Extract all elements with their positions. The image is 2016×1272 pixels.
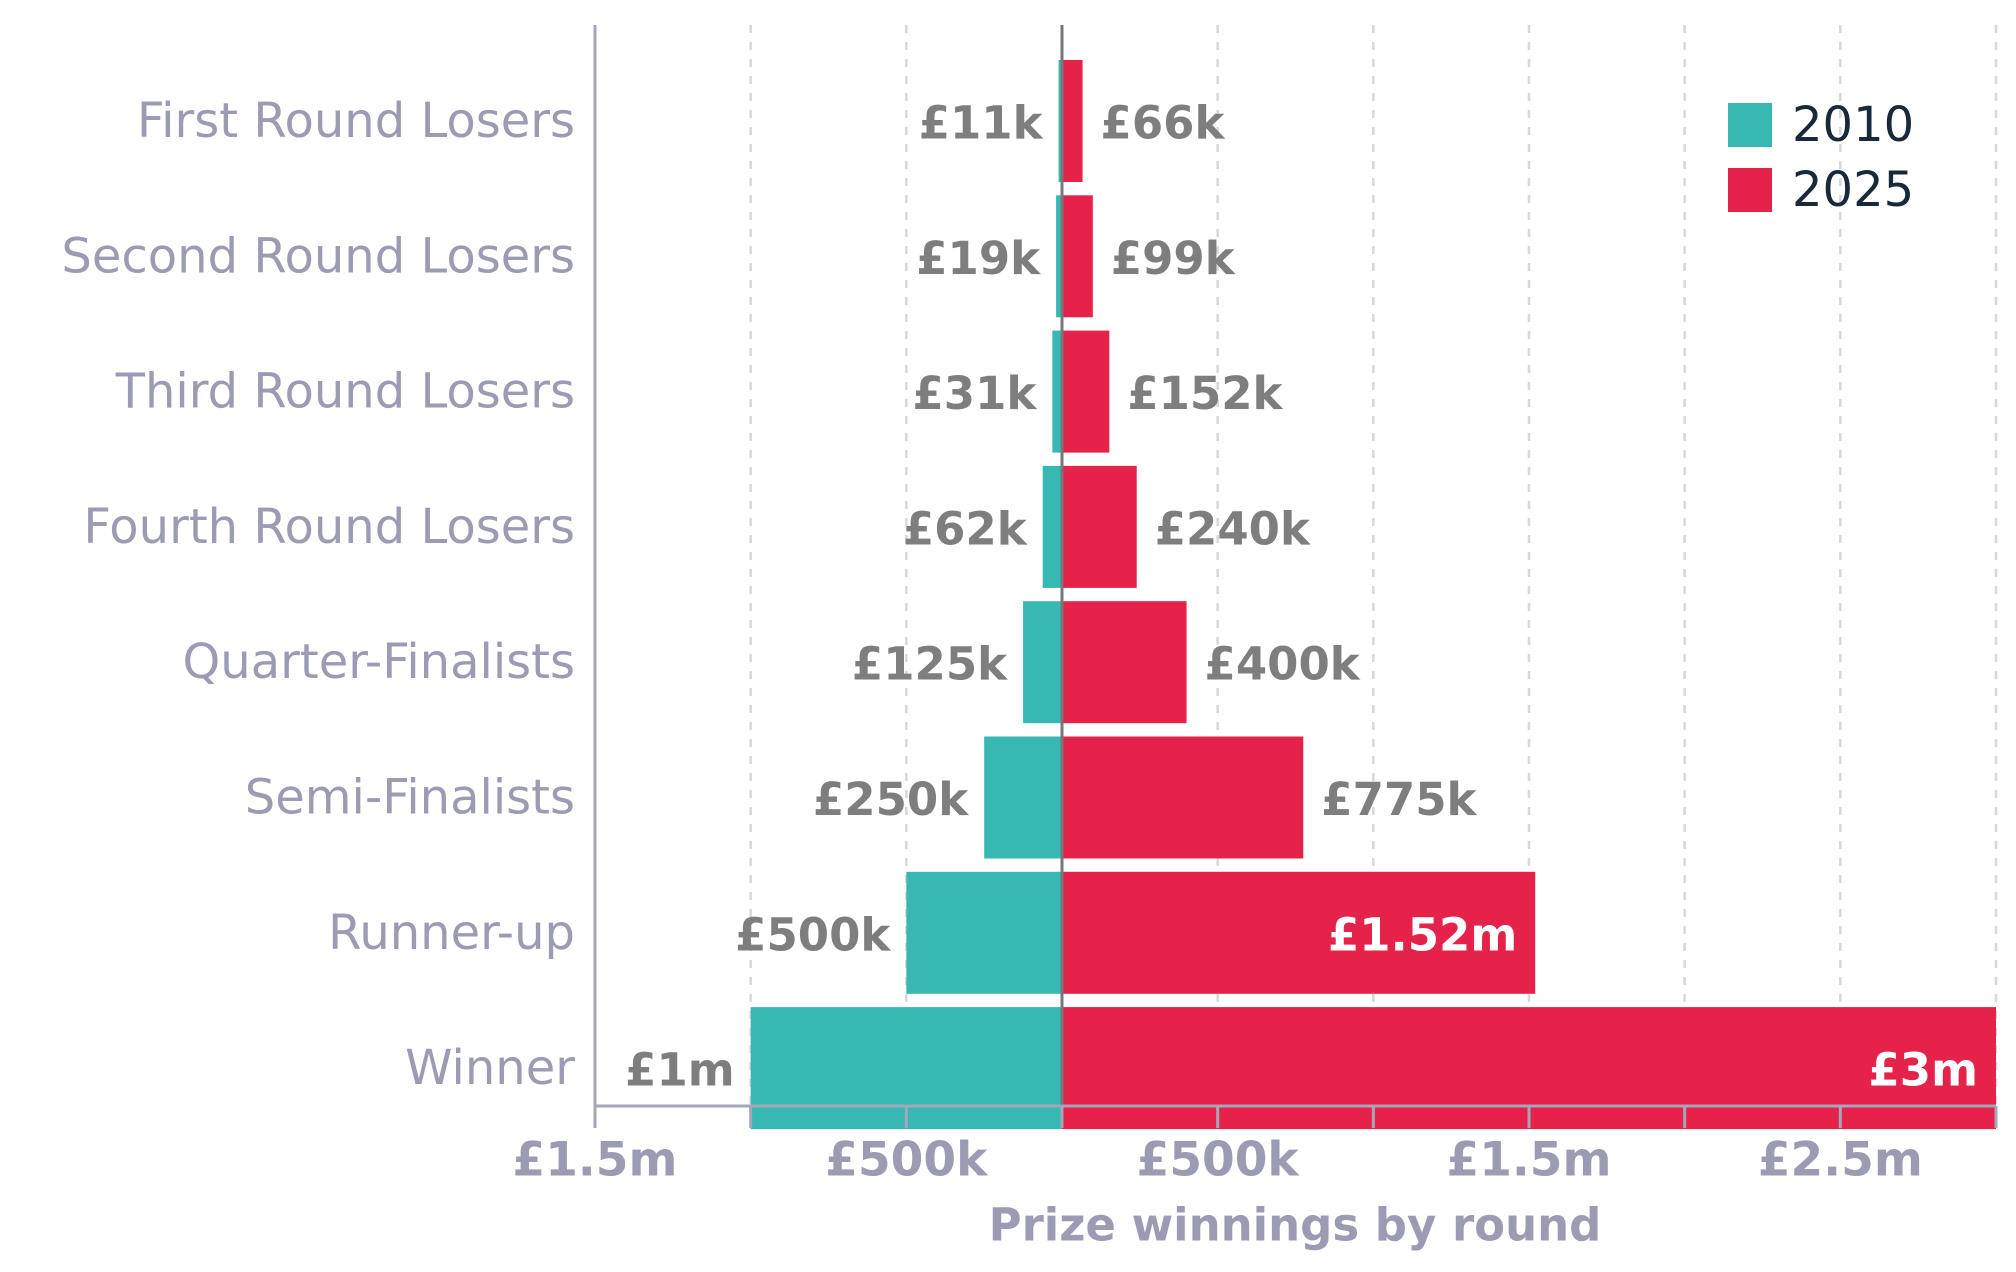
value-label-2010: £19k <box>916 232 1041 285</box>
bar-2025 <box>1062 736 1304 859</box>
value-label-2010: £31k <box>912 367 1037 420</box>
x-tick-label: £500k <box>1137 1133 1301 1188</box>
category-label: Third Round Losers <box>115 364 575 420</box>
value-label-2010: £62k <box>903 502 1028 555</box>
bar-2010 <box>1056 195 1062 318</box>
value-label-2025: £1.52m <box>1328 908 1517 961</box>
legend-swatch-2025 <box>1728 168 1772 212</box>
bar-2010 <box>906 871 1062 994</box>
value-label-2025: £400k <box>1205 638 1361 691</box>
bar-2025 <box>1062 60 1083 182</box>
legend-swatch-2010 <box>1728 103 1772 147</box>
bar-2025 <box>1062 465 1137 588</box>
legend-label-2010: 2010 <box>1792 97 1914 153</box>
value-label-2025: £775k <box>1321 773 1477 826</box>
value-label-2010: £11k <box>919 97 1044 150</box>
bar-2010 <box>1042 465 1062 588</box>
value-label-2025: £99k <box>1111 232 1236 285</box>
value-label-2010: £500k <box>735 908 891 961</box>
x-tick-label: £1.5m <box>1447 1133 1612 1188</box>
bar-2010 <box>984 736 1062 859</box>
value-label-2025: £3m <box>1868 1044 1978 1097</box>
bar-2010 <box>1023 601 1062 724</box>
category-label: Semi-Finalists <box>245 770 575 826</box>
x-tick-label: £2.5m <box>1758 1133 1923 1188</box>
category-label: Second Round Losers <box>61 228 575 284</box>
value-label-2025: £66k <box>1101 97 1226 150</box>
category-label: Fourth Round Losers <box>83 499 575 555</box>
category-label: Quarter-Finalists <box>183 634 575 690</box>
bar-2025 <box>1062 330 1110 453</box>
value-label-2010: £125k <box>852 638 1008 691</box>
value-label-2025: £240k <box>1155 502 1311 555</box>
category-label: Winner <box>405 1040 575 1096</box>
x-tick-label: £500k <box>825 1133 989 1188</box>
category-label: Runner-up <box>328 905 575 961</box>
bar-2010 <box>1058 60 1062 182</box>
legend-label-2025: 2025 <box>1792 162 1914 218</box>
category-label: First Round Losers <box>137 93 575 149</box>
bar-2025 <box>1062 601 1187 724</box>
bar-2025 <box>1062 195 1093 318</box>
value-label-2025: £152k <box>1127 367 1283 420</box>
x-axis-title: Prize winnings by round <box>989 1199 1602 1252</box>
bar-2010 <box>1052 330 1062 453</box>
value-label-2010: £1m <box>625 1044 735 1097</box>
bar-2025 <box>1062 871 1536 994</box>
x-tick-label: £1.5m <box>513 1133 678 1188</box>
value-label-2010: £250k <box>813 773 969 826</box>
